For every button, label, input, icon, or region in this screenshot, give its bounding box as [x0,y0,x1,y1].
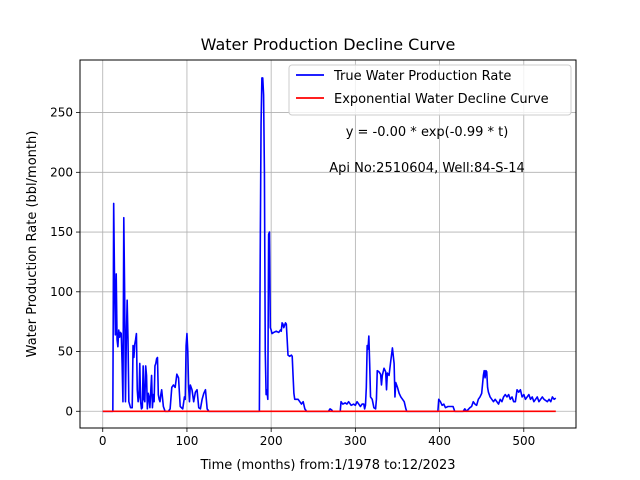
y-tick-label: 100 [50,285,73,299]
x-axis-label: Time (months) from:1/1978 to:12/2023 [199,458,455,473]
x-tick-label: 300 [344,434,367,448]
series-layer [102,77,557,413]
legend-label-true-rate: True Water Production Rate [333,69,511,84]
axis-ticks: 0 100 200 300 400 500 0 50 100 150 200 250 [50,106,535,448]
legend-box [288,64,572,116]
legend: True Water Production Rate Exponential W… [288,64,572,116]
grid-lines [80,60,576,428]
well-annotation: Api No:2510604, Well:84-S-14 [329,161,525,176]
y-tick-label: 150 [50,225,73,239]
x-tick-label: 0 [99,434,107,448]
legend-label-exponential: Exponential Water Decline Curve [334,92,549,107]
x-tick-label: 200 [260,434,283,448]
x-tick-label: 100 [175,434,198,448]
y-tick-label: 50 [58,345,73,359]
equation-annotation: y = -0.00 * exp(-0.99 * t) [346,125,509,140]
y-tick-label: 200 [50,165,73,179]
y-tick-label: 250 [50,106,73,120]
y-axis-label: Water Production Rate (bbl/month) [25,131,40,358]
y-tick-label: 0 [65,404,73,418]
chart-title: Water Production Decline Curve [201,35,456,54]
plot-frame [79,59,577,429]
x-tick-label: 500 [512,434,535,448]
x-tick-label: 400 [428,434,451,448]
series-line-true-rate [102,77,557,413]
